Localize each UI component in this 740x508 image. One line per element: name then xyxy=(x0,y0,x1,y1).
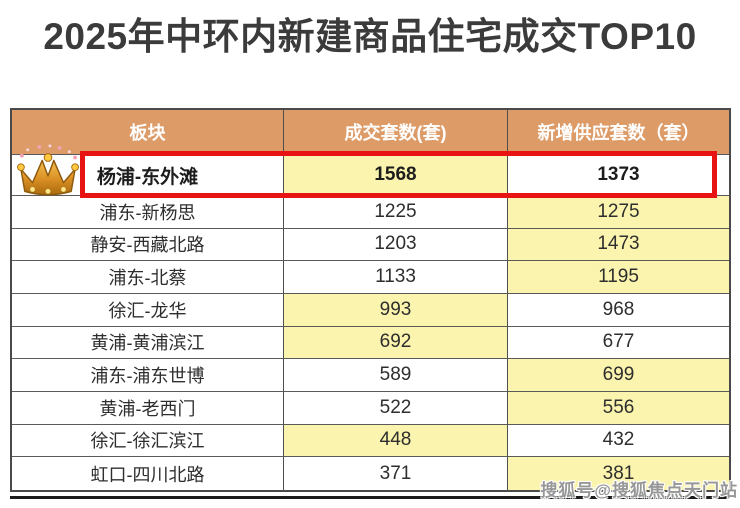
deals-cell: 692 xyxy=(284,326,508,360)
supply-cell: 699 xyxy=(508,359,729,392)
ranking-table: 板块 成交套数(套) 新增供应套数（套） 杨浦-东外滩 1568 1373 浦东… xyxy=(10,108,731,492)
block-cell: 黄浦-老西门 xyxy=(12,392,284,425)
block-cell: 黄浦-黄浦滨江 xyxy=(12,326,284,360)
deals-cell: 371 xyxy=(284,457,508,490)
supply-cell: 1473 xyxy=(508,228,729,262)
supply-cell: 432 xyxy=(508,424,729,458)
block-cell: 徐汇-龙华 xyxy=(12,294,284,327)
deals-cell: 1133 xyxy=(284,261,508,294)
column-header-deals: 成交套数(套) xyxy=(284,110,508,155)
deals-cell: 448 xyxy=(284,424,508,458)
deals-cell: 522 xyxy=(284,392,508,425)
page-title: 2025年中环内新建商品住宅成交TOP10 xyxy=(43,16,697,57)
bottom-divider xyxy=(10,496,730,499)
deals-cell: 1225 xyxy=(284,196,508,229)
block-cell: 虹口-四川北路 xyxy=(12,457,284,490)
supply-cell: 556 xyxy=(508,392,729,425)
supply-cell: 1373 xyxy=(508,155,729,196)
deals-cell: 1203 xyxy=(284,228,508,262)
deals-cell: 993 xyxy=(284,294,508,327)
crown-icon xyxy=(17,144,79,196)
column-header-block: 板块 xyxy=(12,110,284,155)
deals-cell: 1568 xyxy=(284,155,508,196)
supply-cell: 1275 xyxy=(508,196,729,229)
block-cell: 浦东-新杨思 xyxy=(12,196,284,229)
supply-cell: 968 xyxy=(508,294,729,327)
supply-cell: 677 xyxy=(508,326,729,360)
supply-cell: 1195 xyxy=(508,261,729,294)
block-cell: 静安-西藏北路 xyxy=(12,228,284,262)
watermark-text: 搜狐号@搜狐焦点天门站 xyxy=(540,481,738,500)
column-header-supply: 新增供应套数（套） xyxy=(508,110,729,155)
block-cell: 浦东-浦东世博 xyxy=(12,359,284,392)
block-cell: 徐汇-徐汇滨江 xyxy=(12,424,284,458)
block-cell: 浦东-北蔡 xyxy=(12,261,284,294)
supply-cell: 381 xyxy=(508,457,729,490)
deals-cell: 589 xyxy=(284,359,508,392)
